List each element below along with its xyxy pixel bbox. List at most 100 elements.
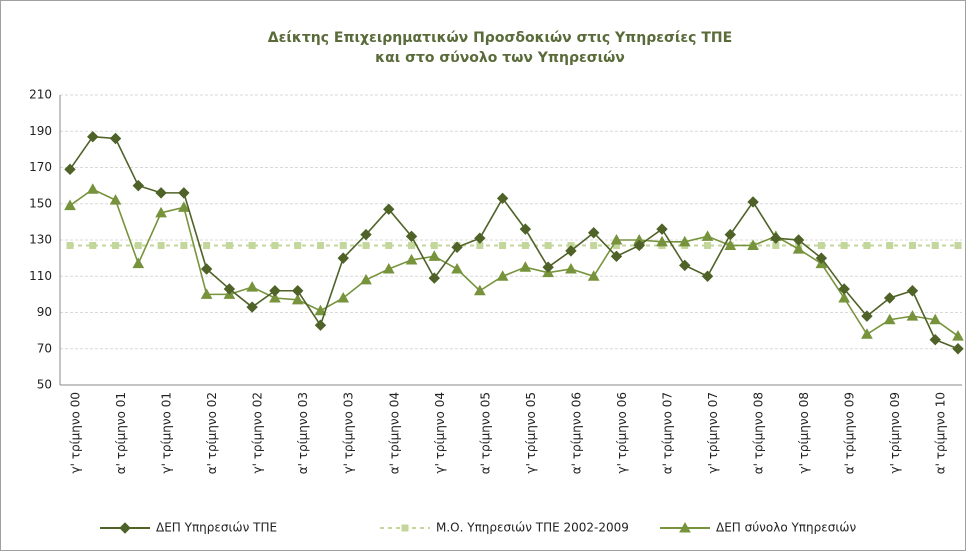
data-point — [908, 241, 916, 249]
x-tick-label: γ' τρίμηνο 03 — [342, 392, 356, 474]
x-tick-label: α' τρίμηνο 07 — [661, 392, 675, 474]
data-point — [223, 283, 236, 295]
data-point — [408, 241, 416, 249]
x-tick-label: α' τρίμηνο 08 — [752, 392, 766, 474]
data-point — [109, 194, 122, 205]
data-point — [314, 319, 327, 331]
legend-label: Μ.Ο. Υπηρεσιών ΤΠΕ 2002-2009 — [436, 521, 629, 535]
data-point — [499, 241, 507, 249]
data-point — [838, 283, 850, 295]
data-point — [291, 293, 304, 305]
data-point — [883, 313, 896, 325]
data-point — [246, 281, 259, 292]
data-point — [519, 261, 532, 272]
data-point — [405, 253, 418, 265]
data-point — [496, 270, 509, 281]
data-point — [291, 285, 304, 297]
y-tick-label: 50 — [37, 378, 52, 392]
x-tick-label: α' τρίμηνο 03 — [296, 392, 310, 474]
data-point — [840, 241, 848, 249]
data-point — [112, 241, 120, 249]
data-point — [316, 241, 324, 249]
x-tick-label: α' τρίμηνο 10 — [934, 392, 948, 474]
x-tick-label: γ' τρίμηνο 09 — [888, 392, 902, 474]
data-point — [474, 232, 486, 244]
data-point — [134, 241, 142, 249]
chart-subtitle: και στο σύνολο των Υπηρεσιών — [375, 50, 625, 66]
data-point — [155, 206, 167, 218]
data-point — [89, 241, 97, 249]
data-point — [565, 262, 577, 274]
data-point — [906, 310, 919, 321]
data-point — [747, 196, 759, 208]
y-tick-label: 190 — [29, 124, 52, 138]
data-point — [863, 241, 871, 249]
data-point — [952, 330, 964, 341]
x-tick-label: γ' τρίμηνο 02 — [251, 392, 265, 474]
series-line — [69, 135, 959, 350]
data-point — [701, 230, 714, 241]
data-point — [86, 183, 99, 194]
data-point — [496, 192, 509, 205]
data-point — [66, 241, 74, 249]
data-point — [704, 241, 712, 249]
data-point — [337, 291, 350, 303]
x-tick-label: α' τρίμηνο 04 — [387, 392, 401, 474]
x-tick-label: γ' τρίμηνο 05 — [524, 392, 538, 474]
data-point — [360, 273, 372, 285]
data-point — [929, 313, 942, 325]
data-point — [339, 241, 347, 249]
y-tick-label: 170 — [29, 160, 52, 174]
data-point — [385, 241, 393, 249]
data-point — [519, 223, 532, 235]
data-point — [269, 291, 281, 303]
data-point — [929, 333, 941, 346]
data-point — [954, 241, 962, 249]
data-point — [610, 250, 623, 263]
data-point — [157, 241, 165, 249]
y-tick-label: 130 — [29, 233, 52, 247]
data-point — [701, 270, 714, 282]
data-point — [587, 227, 600, 239]
data-point — [430, 241, 438, 249]
data-point — [565, 245, 577, 257]
data-point — [817, 241, 825, 249]
data-point — [271, 241, 279, 249]
y-tick-label: 110 — [29, 269, 52, 283]
y-tick-label: 70 — [37, 341, 52, 355]
data-point — [225, 241, 233, 249]
x-tick-label: α' τρίμηνο 06 — [569, 392, 583, 474]
data-point — [382, 262, 395, 274]
data-point — [747, 239, 759, 250]
data-point — [200, 263, 213, 275]
data-point — [132, 257, 145, 269]
x-tick-label: α' τρίμηνο 05 — [478, 392, 492, 474]
data-point — [906, 285, 919, 297]
chart-title: Δείκτης Επιχειρηματικών Προσδοκιών στις … — [268, 30, 732, 46]
data-point — [861, 310, 873, 322]
data-point — [521, 241, 529, 249]
x-tick-label: γ' τρίμηνο 08 — [797, 392, 811, 474]
data-point — [544, 241, 552, 249]
legend-marker — [119, 522, 131, 534]
x-tick-label: γ' τρίμηνο 01 — [160, 392, 174, 474]
data-point — [656, 235, 668, 247]
data-point — [64, 163, 76, 176]
data-point — [180, 241, 188, 249]
data-point — [269, 285, 281, 297]
data-point — [815, 252, 828, 264]
data-point — [109, 132, 122, 145]
x-tick-label: α' τρίμηνο 02 — [205, 392, 219, 474]
data-point — [656, 223, 668, 235]
legend-label: ΔΕΠ σύνολο Υπηρεσιών — [716, 521, 856, 535]
y-tick-label: 90 — [37, 305, 52, 319]
data-point — [838, 291, 851, 303]
data-point — [428, 250, 441, 261]
legend-marker — [401, 524, 409, 532]
series-line — [69, 188, 959, 337]
x-tick-label: γ' τρίμηνο 07 — [706, 392, 720, 474]
data-point — [177, 201, 190, 212]
data-point — [64, 199, 76, 211]
